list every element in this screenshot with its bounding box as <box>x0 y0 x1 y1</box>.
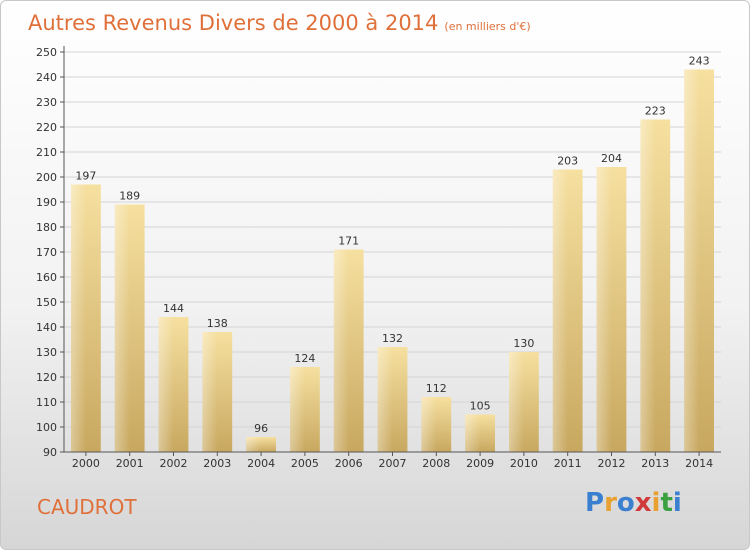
commune-name: CAUDROT <box>37 495 137 519</box>
bar-value-label: 138 <box>207 317 228 330</box>
bar-value-label: 204 <box>601 152 622 165</box>
x-tick-label: 2012 <box>598 457 626 470</box>
y-tick-label: 150 <box>36 296 57 309</box>
bar-highlight <box>333 249 349 452</box>
y-tick-label: 200 <box>36 171 57 184</box>
bar-highlight <box>465 414 481 452</box>
bar-value-label: 96 <box>254 422 268 435</box>
proxiti-logo[interactable]: Proxiti <box>585 488 682 518</box>
bar-value-label: 105 <box>470 400 491 413</box>
y-tick-label: 120 <box>36 371 57 384</box>
y-tick-label: 210 <box>36 146 57 159</box>
x-tick-label: 2006 <box>335 457 363 470</box>
bar-highlight <box>640 119 656 452</box>
x-tick-label: 2011 <box>554 457 582 470</box>
chart-title-text: Autres Revenus Divers de 2000 à 2014 <box>28 11 439 35</box>
bar-value-label: 203 <box>557 155 578 168</box>
x-axis-ticks: 2000 2001 2002 2003 2004 2005 2006 2007 2008 2009… <box>72 452 713 470</box>
x-tick-label: 2002 <box>160 457 188 470</box>
bar-value-label: 124 <box>294 352 315 365</box>
bar-highlight <box>158 317 174 452</box>
bar-value-label: 112 <box>426 382 447 395</box>
bar-highlight <box>114 204 130 452</box>
bar-highlight <box>509 352 524 452</box>
y-tick-label: 110 <box>36 396 57 409</box>
logo-letter: r <box>604 488 617 518</box>
bar-value-label: 197 <box>75 170 96 183</box>
axes <box>63 46 721 453</box>
x-tick-label: 2004 <box>247 457 275 470</box>
y-tick-label: 190 <box>36 196 57 209</box>
x-tick-label: 2000 <box>72 457 100 470</box>
logo-letter: x <box>634 488 652 518</box>
bar-highlight <box>421 397 437 452</box>
bar-highlight <box>290 367 305 452</box>
x-tick-label: 2003 <box>203 457 231 470</box>
bar-value-label: 130 <box>513 337 534 350</box>
bar-highlight <box>202 332 218 452</box>
logo-letter: i <box>651 488 661 518</box>
x-tick-label: 2010 <box>510 457 538 470</box>
bar-value-label: 132 <box>382 332 403 345</box>
x-tick-label: 2001 <box>116 457 144 470</box>
x-tick-label: 2014 <box>685 457 713 470</box>
y-tick-label: 130 <box>36 346 57 359</box>
x-tick-label: 2008 <box>422 457 450 470</box>
logo-letter: o <box>616 488 635 518</box>
bar-value-label: 243 <box>689 55 710 68</box>
y-tick-label: 240 <box>36 71 57 84</box>
bar-highlight <box>377 347 393 452</box>
logo-letter: i <box>672 488 682 518</box>
chart-title: Autres Revenus Divers de 2000 à 2014 (en … <box>28 11 531 35</box>
bar-value-label: 189 <box>119 190 140 203</box>
y-tick-label: 90 <box>43 446 57 459</box>
y-tick-label: 220 <box>36 121 57 134</box>
logo-letter: t <box>660 488 673 518</box>
bar-highlight <box>684 69 700 452</box>
bar-value-label: 144 <box>163 302 184 315</box>
y-tick-label: 140 <box>36 321 57 334</box>
bar-value-label: 171 <box>338 235 359 248</box>
logo-letter: P <box>585 488 605 518</box>
y-tick-label: 160 <box>36 271 57 284</box>
x-tick-label: 2013 <box>641 457 669 470</box>
chart-subtitle: (en milliers d'€) <box>444 20 531 33</box>
bar-value-label: 223 <box>645 105 666 118</box>
y-tick-label: 100 <box>36 421 57 434</box>
bars: 197 189 144 138 96 124 171 132 112 105 130 203 204 22… <box>71 55 714 452</box>
y-axis-ticks: 90 100 110 120 130 140 150 160 170 180 190 200 210 22… <box>36 46 64 459</box>
y-tick-label: 180 <box>36 221 57 234</box>
y-tick-label: 250 <box>36 46 57 59</box>
bar-highlight <box>552 169 568 452</box>
bar-highlight <box>596 167 612 452</box>
bar-highlight <box>246 437 262 452</box>
x-tick-label: 2009 <box>466 457 494 470</box>
x-tick-label: 2007 <box>379 457 407 470</box>
y-tick-label: 170 <box>36 246 57 259</box>
x-tick-label: 2005 <box>291 457 319 470</box>
y-tick-label: 230 <box>36 96 57 109</box>
bar-highlight <box>71 184 86 452</box>
